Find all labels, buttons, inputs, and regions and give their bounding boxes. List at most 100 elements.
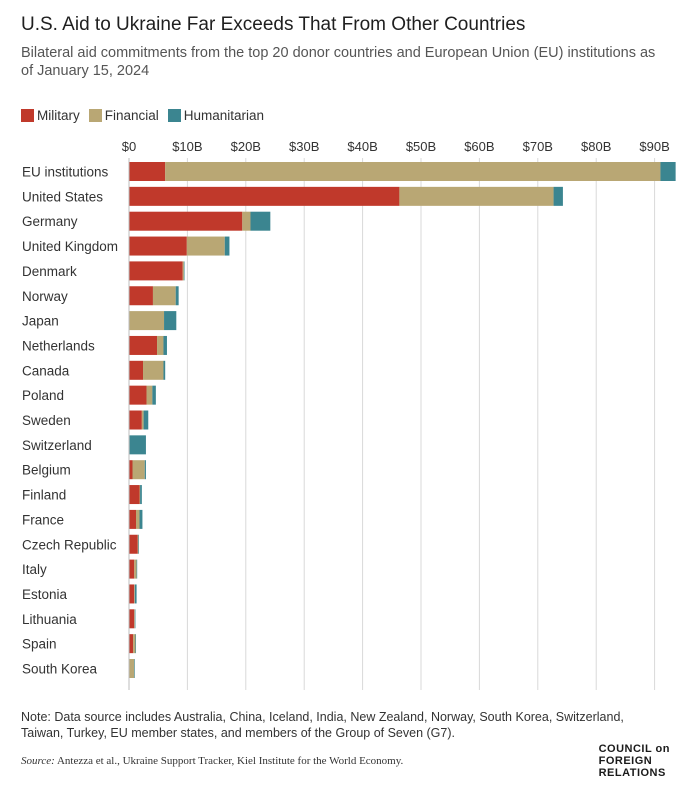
bar-military <box>129 460 133 480</box>
logo-line-1: COUNCIL on <box>598 743 670 755</box>
legend-swatch-military <box>21 109 34 122</box>
bar-humanitarian <box>183 261 185 281</box>
legend-item-humanitarian: Humanitarian <box>167 108 265 123</box>
stacked-bar-chart: $0 $10B $20B $30B $40B $50B $60B $70B $80B $90B EU… <box>22 139 676 690</box>
bar-financial <box>399 186 554 206</box>
category-label: Sweden <box>22 413 71 428</box>
bar-humanitarian <box>136 559 138 579</box>
category-label: Belgium <box>22 463 71 478</box>
bar-humanitarian <box>134 609 136 629</box>
category-label: Canada <box>22 363 70 378</box>
x-tick-label: $50B <box>406 139 436 154</box>
bar-financial <box>134 584 135 604</box>
legend-swatch-humanitarian <box>167 109 181 122</box>
bar-humanitarian <box>134 659 135 678</box>
bar-humanitarian <box>250 211 271 231</box>
legend-item-military: Military <box>21 108 80 123</box>
bar-financial <box>129 311 165 331</box>
bar-humanitarian <box>139 509 143 529</box>
bar-financial <box>165 162 661 181</box>
bar-military <box>129 609 135 629</box>
bar-humanitarian <box>660 162 676 181</box>
bar-military <box>129 534 138 554</box>
category-label: EU institutions <box>22 165 109 180</box>
category-label: United Kingdom <box>22 239 118 254</box>
bar-humanitarian <box>224 236 230 256</box>
bar-financial <box>186 236 225 256</box>
bar-financial <box>133 634 136 654</box>
bar-humanitarian <box>135 634 137 654</box>
x-tick-label: $10B <box>172 139 202 154</box>
category-label: Poland <box>22 388 64 403</box>
chart-source: Source: Antezza et al., Ukraine Support … <box>21 755 403 767</box>
bar-military <box>129 261 183 281</box>
bar-humanitarian <box>163 360 166 380</box>
source-label: Source: <box>21 755 55 767</box>
category-label: Denmark <box>22 264 77 279</box>
x-tick-label: $60B <box>464 139 494 154</box>
legend-label-military: Military <box>37 108 80 123</box>
bar-financial <box>141 410 144 430</box>
category-label: South Korea <box>22 662 98 677</box>
bar-humanitarian <box>144 460 146 480</box>
bar-military <box>129 211 243 231</box>
bar-financial <box>242 211 251 231</box>
x-tick-label: $70B <box>523 139 553 154</box>
category-label: United States <box>22 189 103 204</box>
legend-swatch-financial <box>88 109 102 122</box>
bar-military <box>129 634 134 654</box>
category-label: Japan <box>22 314 59 329</box>
bar-military <box>129 385 147 405</box>
category-label: Netherlands <box>22 338 95 353</box>
category-label: Germany <box>22 214 78 229</box>
chart-title: U.S. Aid to Ukraine Far Exceeds That Fro… <box>21 14 526 35</box>
bar-humanitarian <box>553 186 563 206</box>
category-label: Spain <box>22 637 57 652</box>
bar-financial <box>143 360 164 380</box>
bar-humanitarian <box>129 435 146 455</box>
category-label: Norway <box>22 289 68 304</box>
bar-military <box>129 485 140 505</box>
category-label: Czech Republic <box>22 537 117 552</box>
bar-military <box>129 186 400 206</box>
category-label: Finland <box>22 488 66 503</box>
bar-humanitarian <box>164 311 177 331</box>
bar-financial <box>129 659 135 678</box>
bar-financial <box>182 261 184 281</box>
bar-financial <box>152 286 176 306</box>
bar-military <box>129 236 187 256</box>
bar-financial <box>134 559 137 579</box>
bar-military <box>129 335 158 355</box>
x-tick-label: $80B <box>581 139 611 154</box>
bar-financial <box>139 485 141 505</box>
source-text: Antezza et al., Ukraine Support Tracker,… <box>54 755 404 767</box>
bar-humanitarian <box>175 286 179 306</box>
legend-label-financial: Financial <box>104 108 159 123</box>
bar-financial <box>157 335 164 355</box>
logo-line-2: FOREIGN <box>598 755 653 767</box>
chart-subtitle: Bilateral aid commitments from the top 2… <box>21 45 656 79</box>
legend-label-humanitarian: Humanitarian <box>183 108 265 123</box>
bar-financial <box>137 534 139 554</box>
x-tick-label: $40B <box>347 139 377 154</box>
logo-line-3: RELATIONS <box>598 767 666 779</box>
bar-humanitarian <box>143 410 149 430</box>
bar-military <box>129 286 153 306</box>
bar-humanitarian <box>163 335 167 355</box>
bar-military <box>129 360 144 380</box>
bar-humanitarian <box>140 485 142 505</box>
bar-military <box>129 559 135 579</box>
category-label: Lithuania <box>22 612 77 627</box>
bar-financial <box>136 509 140 529</box>
legend-item-financial: Financial <box>88 108 159 123</box>
category-label: France <box>22 512 64 527</box>
x-tick-label: $20B <box>231 139 261 154</box>
legend: Military Financial Humanitarian <box>21 108 273 123</box>
category-label: Switzerland <box>22 438 92 453</box>
bar-military <box>129 410 142 430</box>
x-tick-label: $30B <box>289 139 319 154</box>
chart-note: Note: Data source includes Australia, Ch… <box>21 710 624 740</box>
cfr-logo: COUNCIL on FOREIGN RELATIONS <box>599 743 670 779</box>
bar-financial <box>146 385 153 405</box>
bar-humanitarian <box>138 534 139 554</box>
